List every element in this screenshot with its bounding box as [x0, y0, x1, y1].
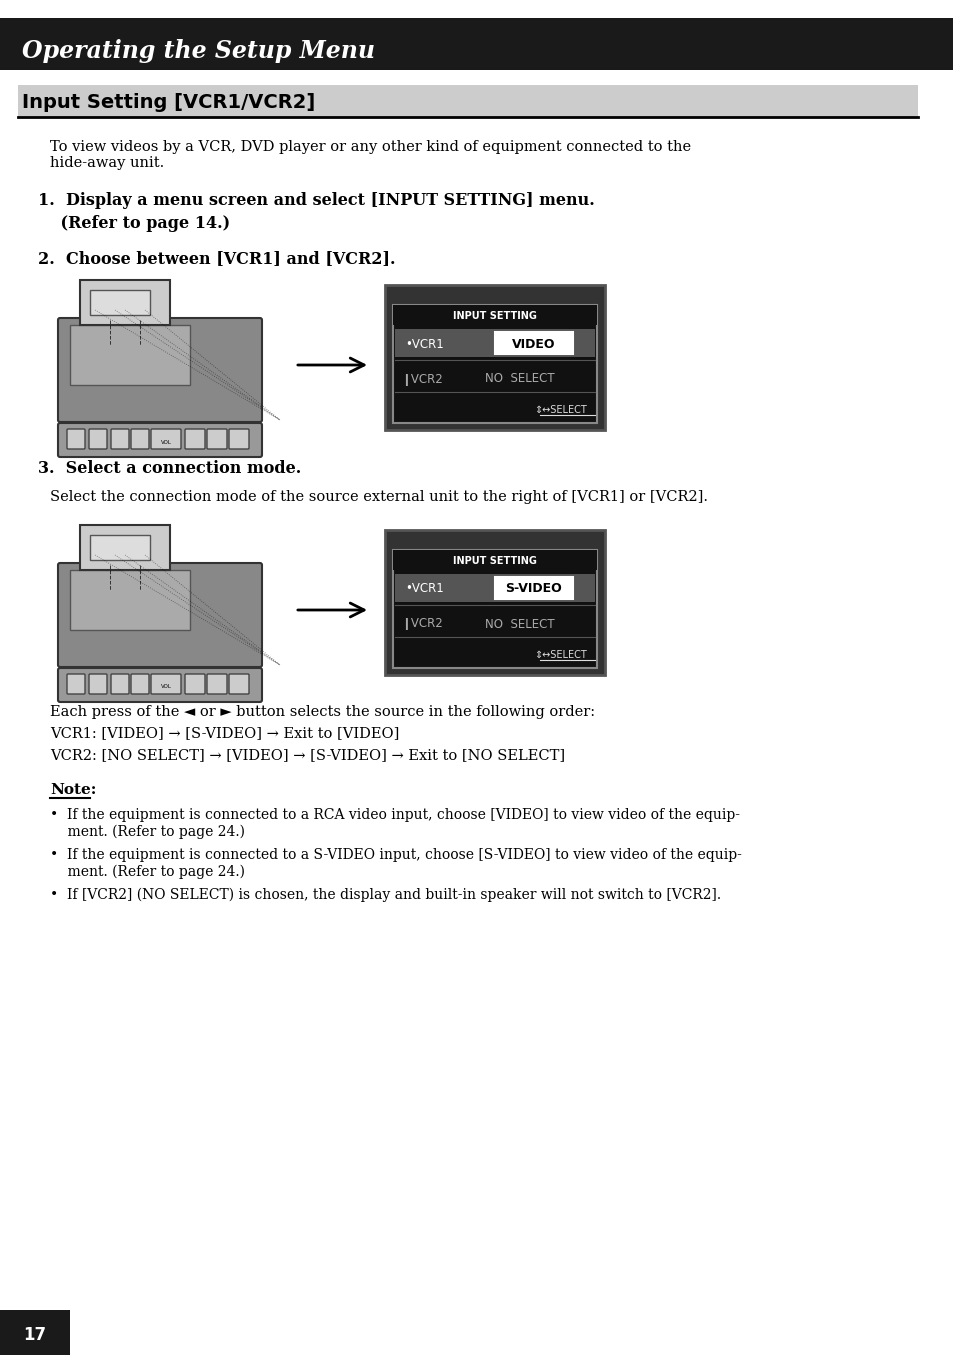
FancyBboxPatch shape: [89, 673, 107, 694]
FancyBboxPatch shape: [131, 430, 149, 449]
Text: VOL: VOL: [160, 684, 172, 690]
FancyBboxPatch shape: [393, 550, 597, 668]
Text: INPUT SETTING: INPUT SETTING: [453, 312, 537, 321]
FancyBboxPatch shape: [151, 673, 181, 694]
FancyBboxPatch shape: [395, 575, 595, 602]
Text: 1.  Display a menu screen and select [INPUT SETTING] menu.: 1. Display a menu screen and select [INP…: [38, 192, 594, 209]
Text: Input Setting [VCR1/VCR2]: Input Setting [VCR1/VCR2]: [22, 92, 314, 111]
FancyBboxPatch shape: [151, 430, 181, 449]
FancyBboxPatch shape: [70, 325, 190, 385]
FancyBboxPatch shape: [80, 524, 170, 570]
Text: Operating the Setup Menu: Operating the Setup Menu: [22, 39, 375, 62]
FancyBboxPatch shape: [495, 332, 573, 354]
Text: 17: 17: [24, 1327, 47, 1344]
FancyBboxPatch shape: [0, 1310, 70, 1355]
FancyArrowPatch shape: [297, 603, 364, 617]
Text: VIDEO: VIDEO: [512, 337, 556, 351]
FancyBboxPatch shape: [207, 430, 227, 449]
Text: ⇕↔SELECT: ⇕↔SELECT: [533, 650, 586, 660]
FancyBboxPatch shape: [58, 668, 262, 702]
FancyBboxPatch shape: [393, 550, 597, 570]
FancyBboxPatch shape: [90, 290, 150, 314]
Text: INPUT SETTING: INPUT SETTING: [453, 556, 537, 566]
FancyBboxPatch shape: [58, 423, 262, 457]
Text: Note:: Note:: [50, 783, 96, 797]
Text: ⇕↔SELECT: ⇕↔SELECT: [533, 405, 586, 415]
Text: Select the connection mode of the source external unit to the right of [VCR1] or: Select the connection mode of the source…: [50, 491, 707, 504]
Text: ❙VCR2: ❙VCR2: [400, 373, 442, 386]
FancyBboxPatch shape: [67, 430, 85, 449]
Text: 3.  Select a connection mode.: 3. Select a connection mode.: [38, 459, 301, 477]
FancyBboxPatch shape: [89, 430, 107, 449]
FancyBboxPatch shape: [207, 673, 227, 694]
FancyBboxPatch shape: [185, 673, 205, 694]
Text: Each press of the ◄ or ► button selects the source in the following order:: Each press of the ◄ or ► button selects …: [50, 705, 595, 720]
FancyBboxPatch shape: [111, 673, 129, 694]
Text: NO  SELECT: NO SELECT: [484, 618, 554, 630]
FancyBboxPatch shape: [393, 305, 597, 325]
Text: To view videos by a VCR, DVD player or any other kind of equipment connected to : To view videos by a VCR, DVD player or a…: [50, 140, 690, 171]
Text: S-VIDEO: S-VIDEO: [505, 583, 561, 595]
FancyBboxPatch shape: [395, 329, 595, 356]
FancyBboxPatch shape: [90, 535, 150, 560]
Text: •  If the equipment is connected to a RCA video input, choose [VIDEO] to view vi: • If the equipment is connected to a RCA…: [50, 808, 740, 839]
FancyBboxPatch shape: [67, 673, 85, 694]
FancyBboxPatch shape: [111, 430, 129, 449]
Text: VOL: VOL: [160, 439, 172, 444]
Text: ❙VCR2: ❙VCR2: [400, 618, 442, 630]
FancyBboxPatch shape: [393, 305, 597, 423]
FancyBboxPatch shape: [58, 562, 262, 667]
FancyBboxPatch shape: [495, 577, 573, 599]
FancyBboxPatch shape: [229, 430, 249, 449]
Text: 2.  Choose between [VCR1] and [VCR2].: 2. Choose between [VCR1] and [VCR2].: [38, 251, 395, 267]
Text: (Refer to page 14.): (Refer to page 14.): [38, 215, 230, 232]
FancyBboxPatch shape: [131, 673, 149, 694]
Text: NO  SELECT: NO SELECT: [484, 373, 554, 386]
Text: VCR1: [VIDEO] → [S-VIDEO] → Exit to [VIDEO]: VCR1: [VIDEO] → [S-VIDEO] → Exit to [VID…: [50, 726, 399, 740]
Text: •  If [VCR2] (NO SELECT) is chosen, the display and built-in speaker will not sw: • If [VCR2] (NO SELECT) is chosen, the d…: [50, 888, 720, 902]
FancyBboxPatch shape: [229, 673, 249, 694]
Text: •  If the equipment is connected to a S-VIDEO input, choose [S-VIDEO] to view vi: • If the equipment is connected to a S-V…: [50, 848, 741, 878]
FancyBboxPatch shape: [385, 530, 604, 675]
FancyBboxPatch shape: [18, 85, 917, 117]
FancyBboxPatch shape: [185, 430, 205, 449]
Text: •VCR1: •VCR1: [405, 337, 443, 351]
FancyBboxPatch shape: [58, 318, 262, 421]
FancyBboxPatch shape: [385, 285, 604, 430]
FancyBboxPatch shape: [70, 570, 190, 630]
FancyBboxPatch shape: [80, 280, 170, 325]
Text: VCR2: [NO SELECT] → [VIDEO] → [S-VIDEO] → Exit to [NO SELECT]: VCR2: [NO SELECT] → [VIDEO] → [S-VIDEO] …: [50, 748, 564, 762]
FancyArrowPatch shape: [297, 358, 364, 371]
Text: •VCR1: •VCR1: [405, 583, 443, 595]
FancyBboxPatch shape: [0, 18, 953, 70]
